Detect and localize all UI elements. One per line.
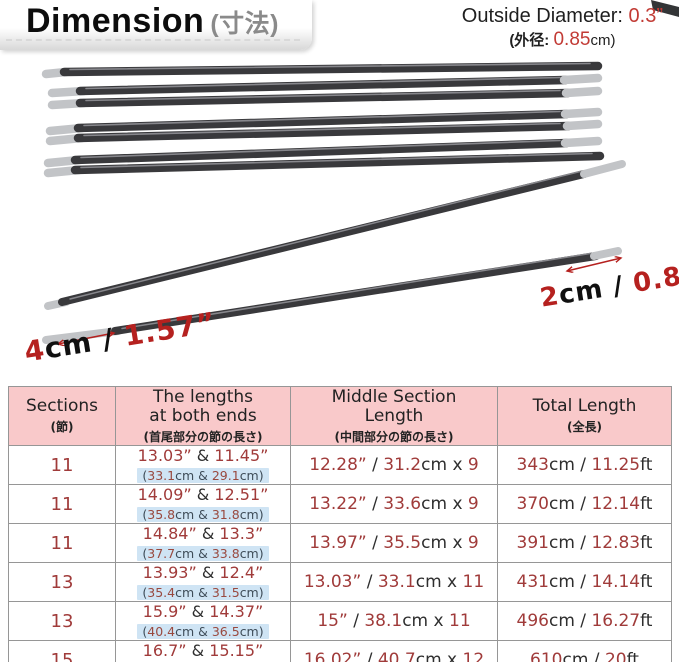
outside-diameter-line2: (外径: 0.85cm): [509, 29, 616, 50]
ends-inches: 14.84” & 13.3”: [142, 524, 264, 543]
table-header-row: Sections (節) The lengths at both ends (首尾部…: [8, 386, 672, 446]
tent-poles-photo: [41, 0, 679, 360]
cell-middle-length: 13.22” / 33.6cm x 9: [290, 484, 498, 524]
cell-ends: 16.7” & 15.15”(42.4cm & 38.5cm): [115, 640, 291, 662]
ends-inches: 13.93” & 12.4”: [142, 563, 264, 582]
ends-inches: 16.7” & 15.15”: [142, 641, 264, 660]
cell-sections: 13: [8, 601, 116, 641]
table-row: 13 13.93” & 12.4” (35.4cm & 31.5cm) 13.03…: [8, 562, 672, 602]
title-en: Dimension: [26, 2, 205, 40]
cell-ends: 13.03” & 11.45” (33.1cm & 29.1cm): [115, 445, 291, 485]
outside-diameter-line1: Outside Diameter: 0.3”: [461, 5, 663, 27]
measure-arrow-right: [567, 258, 621, 271]
cell-total-length: 431cm / 14.14ft: [497, 562, 672, 602]
title-banner: Dimension (寸法): [0, 0, 312, 50]
cell-sections: 15: [8, 640, 116, 662]
table-row: 13 15.9” & 14.37” (40.4cm & 36.5cm) 15” /…: [8, 601, 672, 641]
col-header-middle: Middle Section Length (中間部分の節の長さ): [290, 386, 498, 446]
cell-ends: 14.09” & 12.51” (35.8cm & 31.8cm): [115, 484, 291, 524]
cell-sections: 11: [8, 484, 116, 524]
cell-ends: 14.84” & 13.3” (37.7cm & 33.8cm): [115, 523, 291, 563]
ends-cm-highlight: (35.4cm & 31.5cm): [137, 585, 269, 600]
page-title: Dimension (寸法): [0, 0, 312, 44]
cell-sections: 11: [8, 445, 116, 485]
ends-inches: 14.09” & 12.51”: [137, 485, 269, 504]
cell-middle-length: 12.28” / 31.2cm x 9: [290, 445, 498, 485]
pole-bundle: [41, 61, 605, 178]
col-header-sections: Sections (節): [8, 386, 116, 446]
ends-cm-highlight: (40.4cm & 36.5cm): [137, 624, 269, 639]
measure-arrow-left: [58, 333, 114, 344]
table-row: 11 13.03” & 11.45” (33.1cm & 29.1cm) 12.2…: [8, 445, 672, 485]
table-row: 11 14.84” & 13.3” (37.7cm & 33.8cm) 13.97…: [8, 523, 672, 563]
cell-ends: 13.93” & 12.4” (35.4cm & 31.5cm): [115, 562, 291, 602]
ends-inches: 15.9” & 14.37”: [142, 602, 264, 621]
cell-middle-length: 13.97” / 35.5cm x 9: [290, 523, 498, 563]
col-header-total: Total Length (全長): [497, 386, 672, 446]
col-header-ends: The lengths at both ends (首尾部分の節の長さ): [115, 386, 291, 446]
table-row: 15 16.7” & 15.15”(42.4cm & 38.5cm) 16.02…: [8, 640, 672, 662]
ends-inches: 13.03” & 11.45”: [137, 446, 269, 465]
table-row: 11 14.09” & 12.51” (35.8cm & 31.8cm) 13.2…: [8, 484, 672, 524]
cell-total-length: 496cm / 16.27ft: [497, 601, 672, 641]
cell-total-length: 370cm / 12.14ft: [497, 484, 672, 524]
ends-cm-highlight: (37.7cm & 33.8cm): [137, 546, 269, 561]
cell-middle-length: 15” / 38.1cm x 11: [290, 601, 498, 641]
cell-total-length: 343cm / 11.25ft: [497, 445, 672, 485]
cell-total-length: 391cm / 12.83ft: [497, 523, 672, 563]
pole-fragment: [651, 0, 679, 17]
dashed-divider: [6, 39, 300, 41]
cell-middle-length: 16.02” / 40.7cm x 12: [290, 640, 498, 662]
diagonal-poles: [42, 160, 626, 344]
cell-ends: 15.9” & 14.37” (40.4cm & 36.5cm): [115, 601, 291, 641]
cell-total-length: 610cm / 20ft: [497, 640, 672, 662]
cell-sections: 11: [8, 523, 116, 563]
cell-sections: 13: [8, 562, 116, 602]
dimension-table: Sections (節) The lengths at both ends (首尾部…: [8, 386, 672, 662]
title-jp: (寸法): [210, 10, 279, 38]
outside-diameter-note: Outside Diameter: 0.3” (外径: 0.85cm): [462, 4, 663, 52]
cell-middle-length: 13.03” / 33.1cm x 11: [290, 562, 498, 602]
ends-cm-highlight: (33.1cm & 29.1cm): [137, 468, 269, 483]
ends-cm-highlight: (35.8cm & 31.8cm): [137, 507, 269, 522]
